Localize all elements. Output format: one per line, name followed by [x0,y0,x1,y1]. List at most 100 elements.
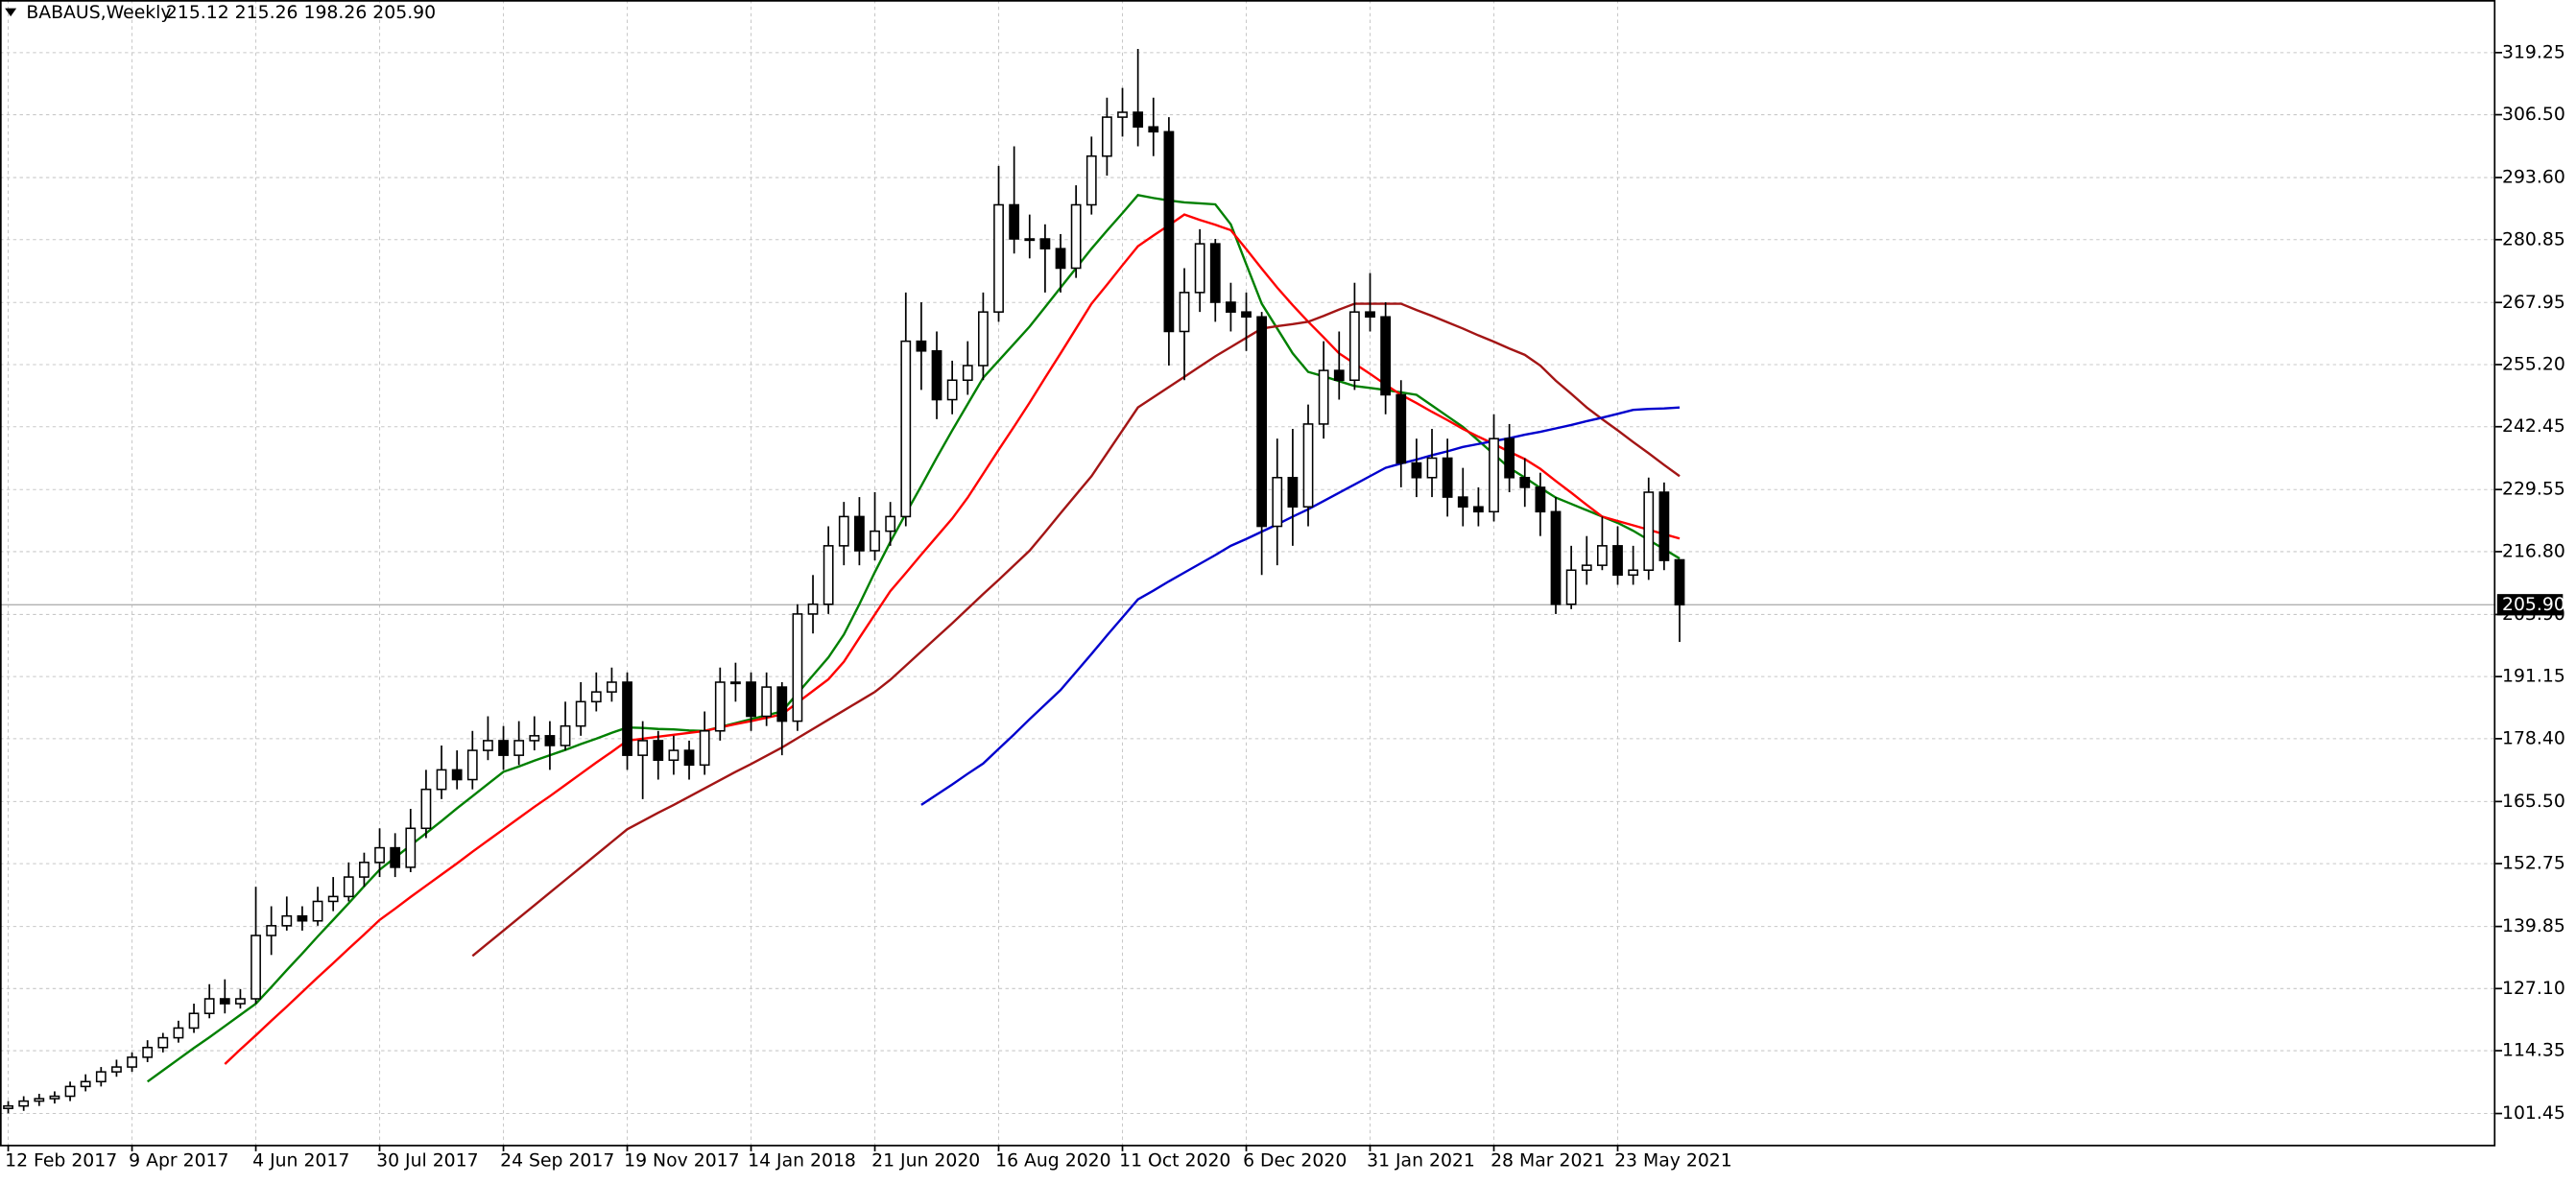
menu-arrow[interactable] [5,8,17,17]
candle-body [1179,292,1190,333]
candle-body [668,749,680,761]
y-tick-label: 139.85 [2502,916,2565,936]
candle-body [637,740,649,756]
candle-body [64,1085,76,1098]
x-tick-label: 16 Aug 2020 [995,1151,1111,1172]
moving-average-line [224,213,1681,1065]
x-tick-label: 21 Jun 2020 [871,1151,980,1172]
candle-body [1272,477,1283,528]
candle-body [761,686,773,718]
plot [3,49,1685,1114]
candle-body [776,686,788,722]
candle-body [1085,154,1097,206]
y-tick-label: 306.50 [2502,105,2565,125]
y-tick-label: 293.60 [2502,168,2565,188]
candle-body [1472,506,1484,513]
candle-body [1009,203,1020,240]
x-tick-label: 12 Feb 2017 [5,1151,117,1172]
candle-body [962,365,973,382]
candle-body [1395,393,1407,464]
candle-body [1489,438,1499,513]
candle-body [1133,111,1144,129]
candle-body [560,724,571,746]
candle-body [1287,477,1299,509]
candle-body [1628,569,1639,577]
candle-body [1209,243,1221,303]
candle-body [1457,496,1468,509]
candle-body [590,691,602,703]
moving-average-line [146,194,1681,1083]
candle-body [1380,316,1392,396]
axes: 101.45 114.35 127.10 139.85 152.75 165.50 178.… [5,42,2565,1171]
candle-body [1643,491,1655,572]
candle-body [544,735,556,746]
candle-body [1612,545,1623,577]
candle-body [1550,510,1562,605]
candle-body [1535,486,1546,513]
candle-body [1426,457,1438,479]
candle-body [1226,301,1236,313]
y-tick-label: 280.85 [2502,229,2565,249]
candle-body [1581,564,1592,572]
candle-body [1117,111,1128,118]
candle-body [483,740,493,751]
candle-body [34,1098,45,1102]
x-tick-label: 9 Apr 2017 [129,1151,228,1172]
candle-body [498,740,509,756]
x-tick-label: 24 Sep 2017 [500,1151,614,1172]
candle-body [466,749,478,781]
candle-body [266,925,277,936]
candle-body [80,1080,91,1088]
candle-body [359,862,370,878]
candle-body [281,914,293,927]
candle-body [420,788,432,830]
grid [0,0,2496,1146]
candle-body [1039,238,1051,249]
x-tick-label: 31 Jan 2021 [1367,1151,1475,1172]
candle-body [1194,243,1205,294]
candle-body [203,998,215,1014]
candle-body [1442,457,1453,498]
candle-body [683,749,695,767]
y-tick-label: 101.45 [2502,1103,2565,1124]
candle-body [946,379,958,401]
candle-body [436,769,447,791]
candle-body [792,613,803,722]
y-tick-label: 178.40 [2502,728,2565,748]
candle-body [1241,311,1252,319]
candle-body [1302,423,1314,509]
candle-body [3,1104,13,1109]
candle-body [49,1095,60,1100]
candle-body [607,681,617,693]
x-tick-label: 23 May 2021 [1614,1151,1732,1172]
candle-body [885,515,896,533]
candle-body [823,545,834,605]
candle-body [1102,116,1112,157]
candle-body [916,340,927,352]
candle-body [390,846,401,868]
price-info: 215.12 215.26 198.26 205.90 [166,3,436,23]
candle-body [746,681,756,718]
candle-body [900,340,912,518]
candle-body [1411,462,1422,479]
candle-body [173,1027,184,1039]
candle-body [1163,130,1175,333]
y-tick-label: 229.55 [2502,480,2565,500]
candle-body [1674,558,1685,606]
y-tick-label: 114.35 [2502,1041,2565,1061]
candle-body [1148,126,1159,133]
candle-body [870,530,880,552]
candle-body [513,740,525,756]
candle-body [699,729,710,767]
candle-body [1318,369,1329,425]
candle-body [1658,491,1670,561]
candle-body [575,700,586,727]
y-tick-label: 165.50 [2502,792,2565,812]
candle-body [1565,569,1577,605]
candle-body [1596,545,1608,566]
x-tick-label: 4 Jun 2017 [252,1151,349,1172]
last-price-label: 205.90 [2502,595,2565,615]
candle-body [1070,203,1082,270]
candle-body [1333,369,1345,382]
